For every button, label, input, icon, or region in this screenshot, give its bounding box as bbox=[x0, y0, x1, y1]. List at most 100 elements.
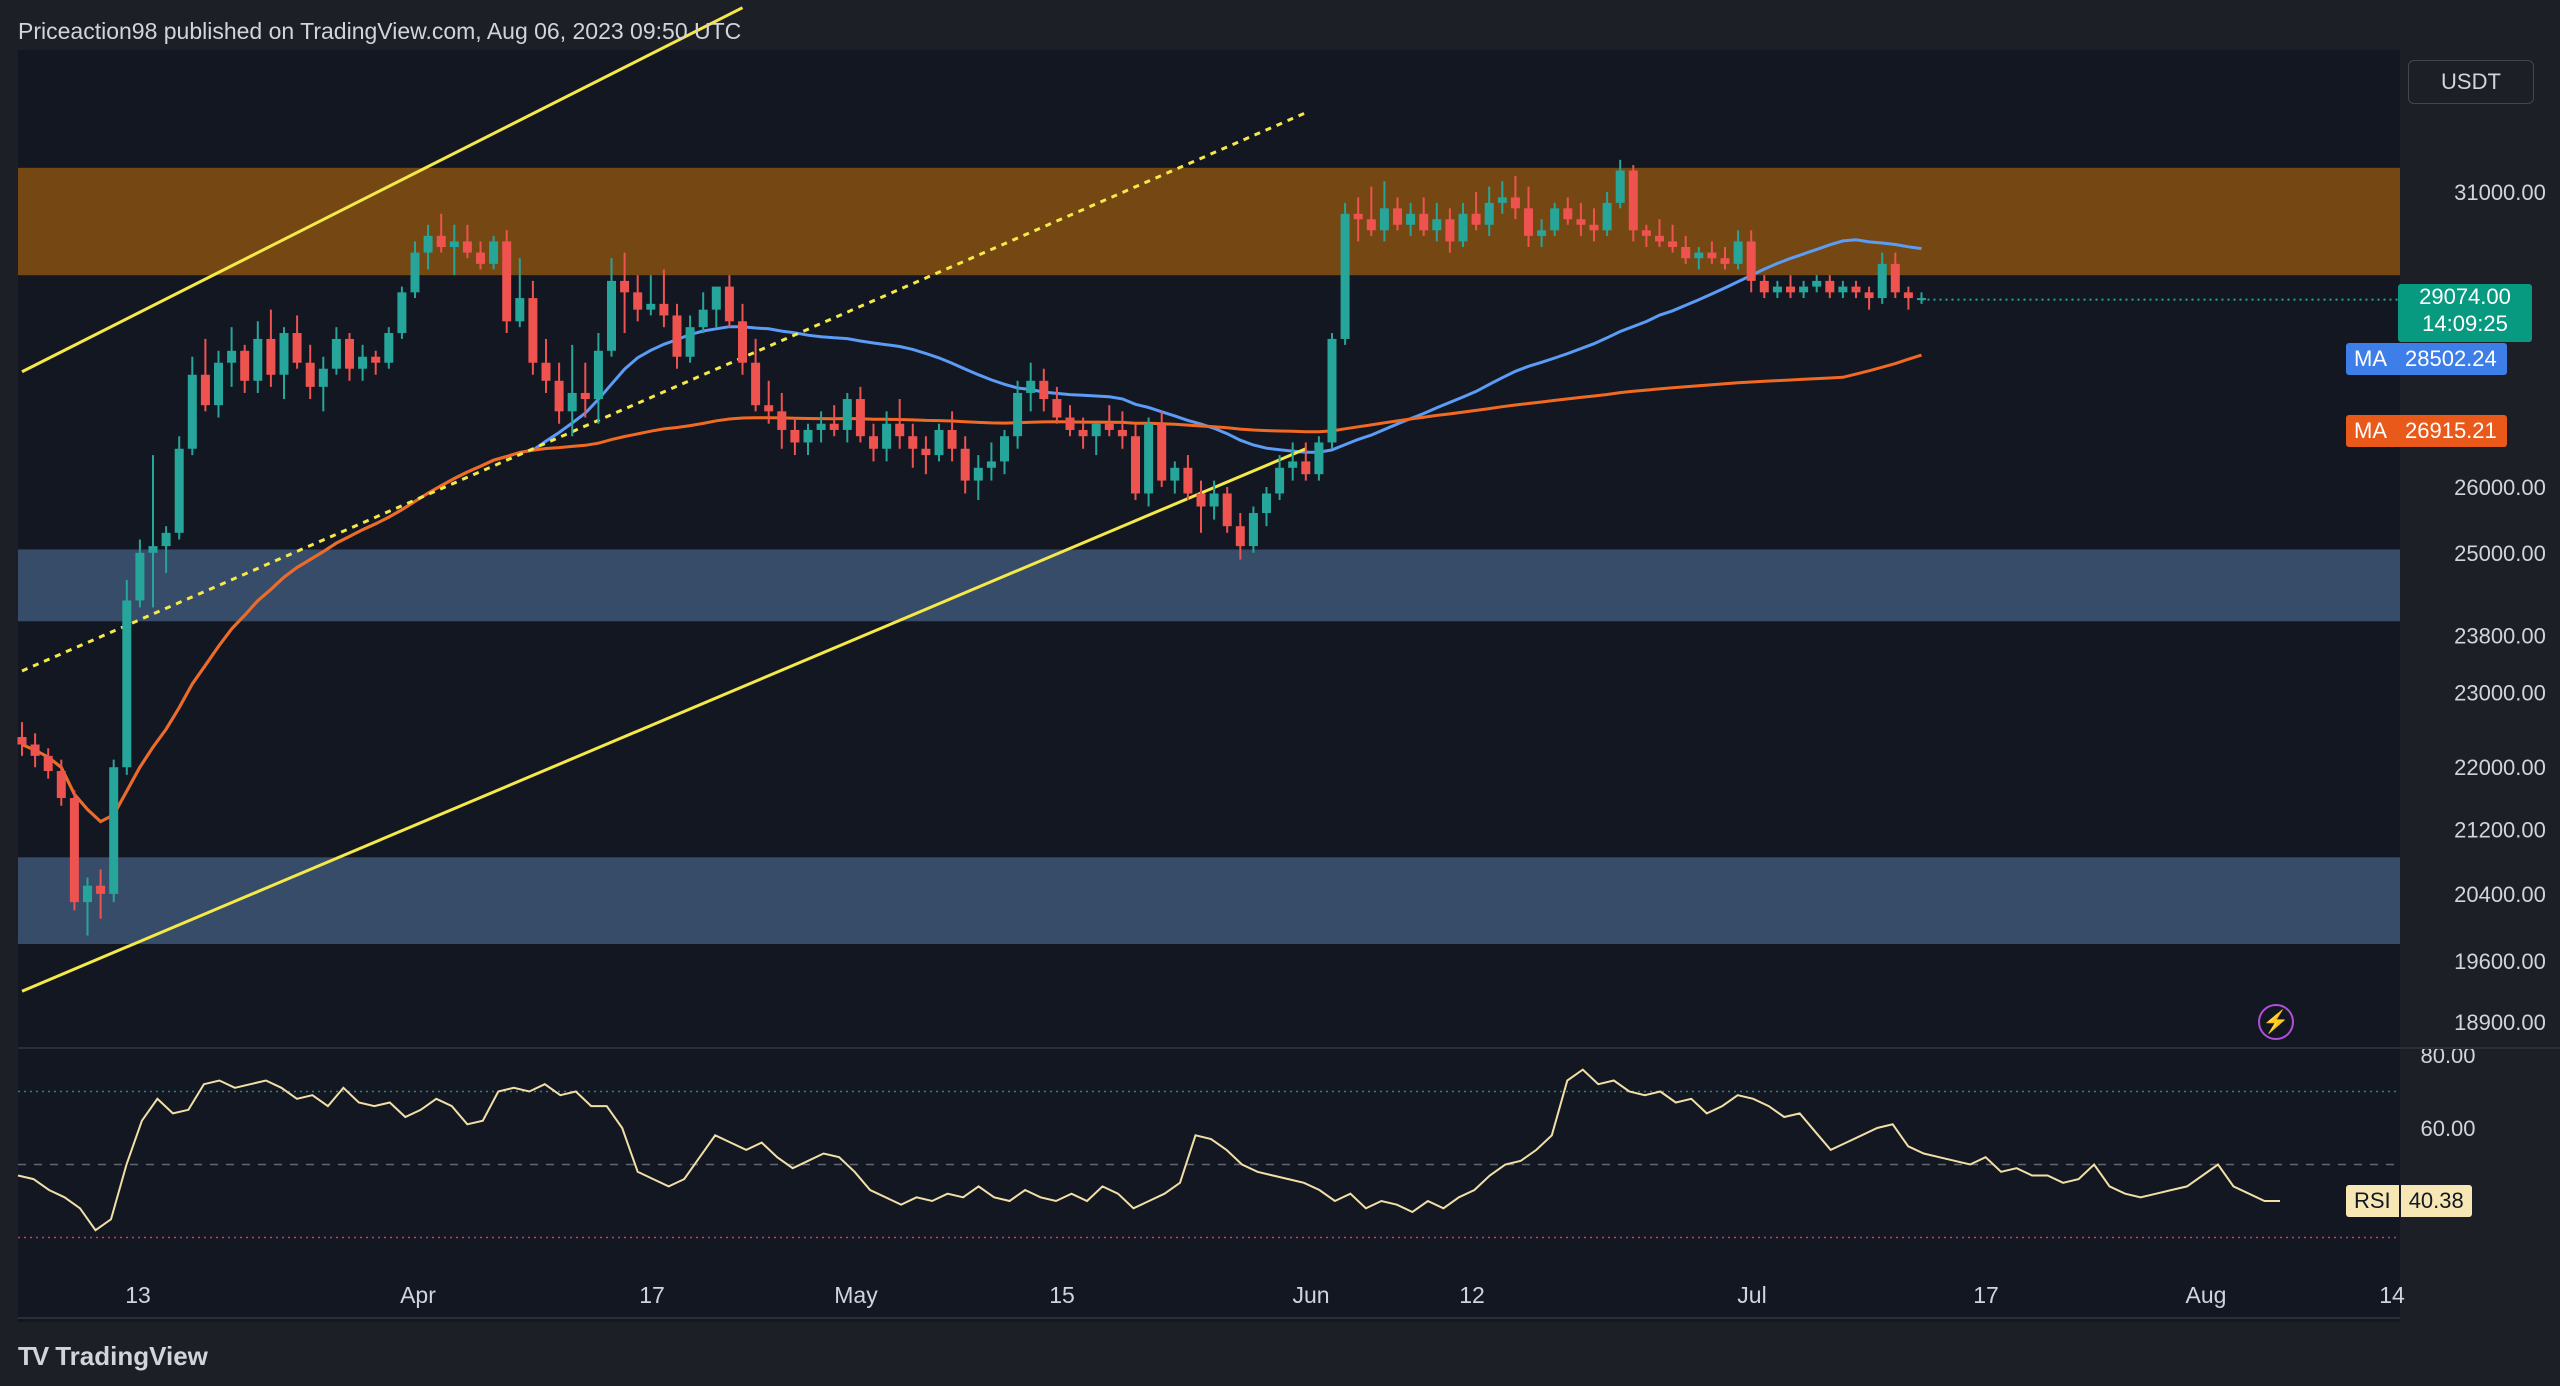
brand-name: TradingView bbox=[55, 1341, 208, 1371]
candle-body bbox=[908, 436, 918, 449]
candle-body bbox=[567, 392, 577, 412]
candle-body bbox=[1471, 213, 1481, 225]
candle-body bbox=[1262, 493, 1271, 514]
candle-body bbox=[1641, 230, 1651, 236]
rsi-tick-label: 60.00 bbox=[2420, 1116, 2475, 1141]
rsi-line bbox=[17, 1068, 2280, 1232]
ma-fast-value: 28502.24 bbox=[2395, 343, 2507, 375]
candle-body bbox=[1825, 280, 1835, 293]
candle-body bbox=[869, 436, 878, 449]
candle-body bbox=[1838, 286, 1848, 293]
lightning-icon[interactable]: ⚡ bbox=[2258, 1004, 2294, 1040]
candle-body bbox=[292, 333, 302, 363]
y-tick-label: 23800.00 bbox=[2454, 623, 2546, 648]
candle-body bbox=[56, 771, 66, 799]
candle-body bbox=[672, 315, 682, 357]
candle-body bbox=[1458, 213, 1468, 242]
candle-body bbox=[528, 298, 538, 363]
rsi-label: RSI 40.38 bbox=[2346, 1185, 2472, 1217]
candle-body bbox=[790, 429, 800, 443]
candle-body bbox=[279, 333, 289, 375]
candle-body bbox=[1746, 241, 1756, 281]
candle-body bbox=[1720, 258, 1730, 264]
candle-body bbox=[724, 286, 734, 322]
x-tick-label: May bbox=[834, 1282, 878, 1308]
candle-body bbox=[1445, 219, 1455, 242]
candle-body bbox=[829, 423, 839, 430]
candle-body bbox=[1170, 467, 1180, 481]
candle-body bbox=[1668, 241, 1678, 248]
candle-body bbox=[1078, 429, 1088, 437]
candle-body bbox=[43, 755, 53, 772]
y-tick-label: 23000.00 bbox=[2454, 681, 2546, 706]
candle-body bbox=[1602, 202, 1612, 231]
candle-body bbox=[1484, 202, 1494, 225]
candle-body bbox=[253, 338, 263, 381]
currency-selector[interactable]: USDT bbox=[2408, 60, 2534, 104]
candle-body bbox=[502, 241, 512, 322]
candle-body bbox=[1209, 493, 1219, 507]
candle-body bbox=[803, 429, 813, 443]
candle-body bbox=[1117, 429, 1127, 437]
x-tick-label: 17 bbox=[1973, 1282, 1999, 1308]
candle-body bbox=[973, 467, 983, 481]
candle-body bbox=[358, 356, 368, 369]
candle-body bbox=[1432, 219, 1442, 231]
x-tick-label: 15 bbox=[1049, 1282, 1075, 1308]
candle-body bbox=[1786, 286, 1795, 293]
candle-body bbox=[1026, 380, 1036, 393]
candle-body bbox=[1314, 442, 1324, 475]
candle-body bbox=[1183, 467, 1193, 494]
candle-body bbox=[1694, 252, 1704, 259]
ma-fast-tag: MA bbox=[2346, 343, 2395, 375]
y-tick-label: 19600.00 bbox=[2454, 949, 2546, 974]
zone-support-2 bbox=[18, 857, 2400, 944]
candle-body bbox=[1104, 423, 1114, 430]
ma-slow-tag: MA bbox=[2346, 415, 2395, 447]
x-tick-label: Jun bbox=[1292, 1282, 1329, 1308]
candle-body bbox=[541, 362, 551, 381]
candle-body bbox=[1537, 230, 1547, 236]
candle-body bbox=[1013, 392, 1023, 437]
candle-body bbox=[1039, 380, 1049, 400]
x-tick-label: 12 bbox=[1459, 1282, 1485, 1308]
candle-body bbox=[1393, 208, 1402, 225]
candle-body bbox=[1235, 526, 1245, 547]
candle-body bbox=[855, 399, 865, 437]
candle-body bbox=[148, 546, 158, 553]
x-tick-label: Apr bbox=[400, 1282, 436, 1308]
candle-body bbox=[83, 885, 92, 903]
x-tick-label: 13 bbox=[125, 1282, 151, 1308]
candle-body bbox=[384, 333, 394, 363]
candle-body bbox=[777, 411, 787, 430]
zone-support-1 bbox=[18, 549, 2400, 622]
candle-body bbox=[1772, 286, 1782, 293]
candle-body bbox=[1366, 219, 1376, 231]
candle-body bbox=[842, 399, 852, 430]
candle-body bbox=[947, 429, 957, 449]
channel-mid-line bbox=[21, 111, 1307, 673]
candle-body bbox=[240, 350, 250, 381]
ma-slow-value: 26915.21 bbox=[2395, 415, 2507, 447]
candle-body bbox=[449, 241, 459, 248]
candle-body bbox=[1497, 197, 1507, 203]
candle-body bbox=[895, 423, 905, 437]
candle-body bbox=[227, 350, 237, 363]
candle-body bbox=[1248, 513, 1258, 547]
candle-body bbox=[1091, 423, 1101, 437]
bar-countdown: 14:09:25 bbox=[2422, 311, 2508, 336]
candle-body bbox=[318, 368, 328, 387]
candle-body bbox=[960, 448, 970, 481]
candle-body bbox=[17, 737, 27, 745]
candle-body bbox=[646, 303, 656, 310]
candle-body bbox=[410, 252, 420, 293]
candle-body bbox=[921, 448, 931, 456]
tv-logo-icon: TV bbox=[18, 1341, 49, 1371]
candle-body bbox=[1406, 213, 1416, 225]
channel-lower-line bbox=[21, 447, 1307, 993]
last-price-label: 29074.00 14:09:25 bbox=[2398, 284, 2532, 342]
candle-body bbox=[1799, 286, 1809, 293]
candle-body bbox=[1144, 423, 1154, 494]
candle-body bbox=[436, 235, 446, 248]
